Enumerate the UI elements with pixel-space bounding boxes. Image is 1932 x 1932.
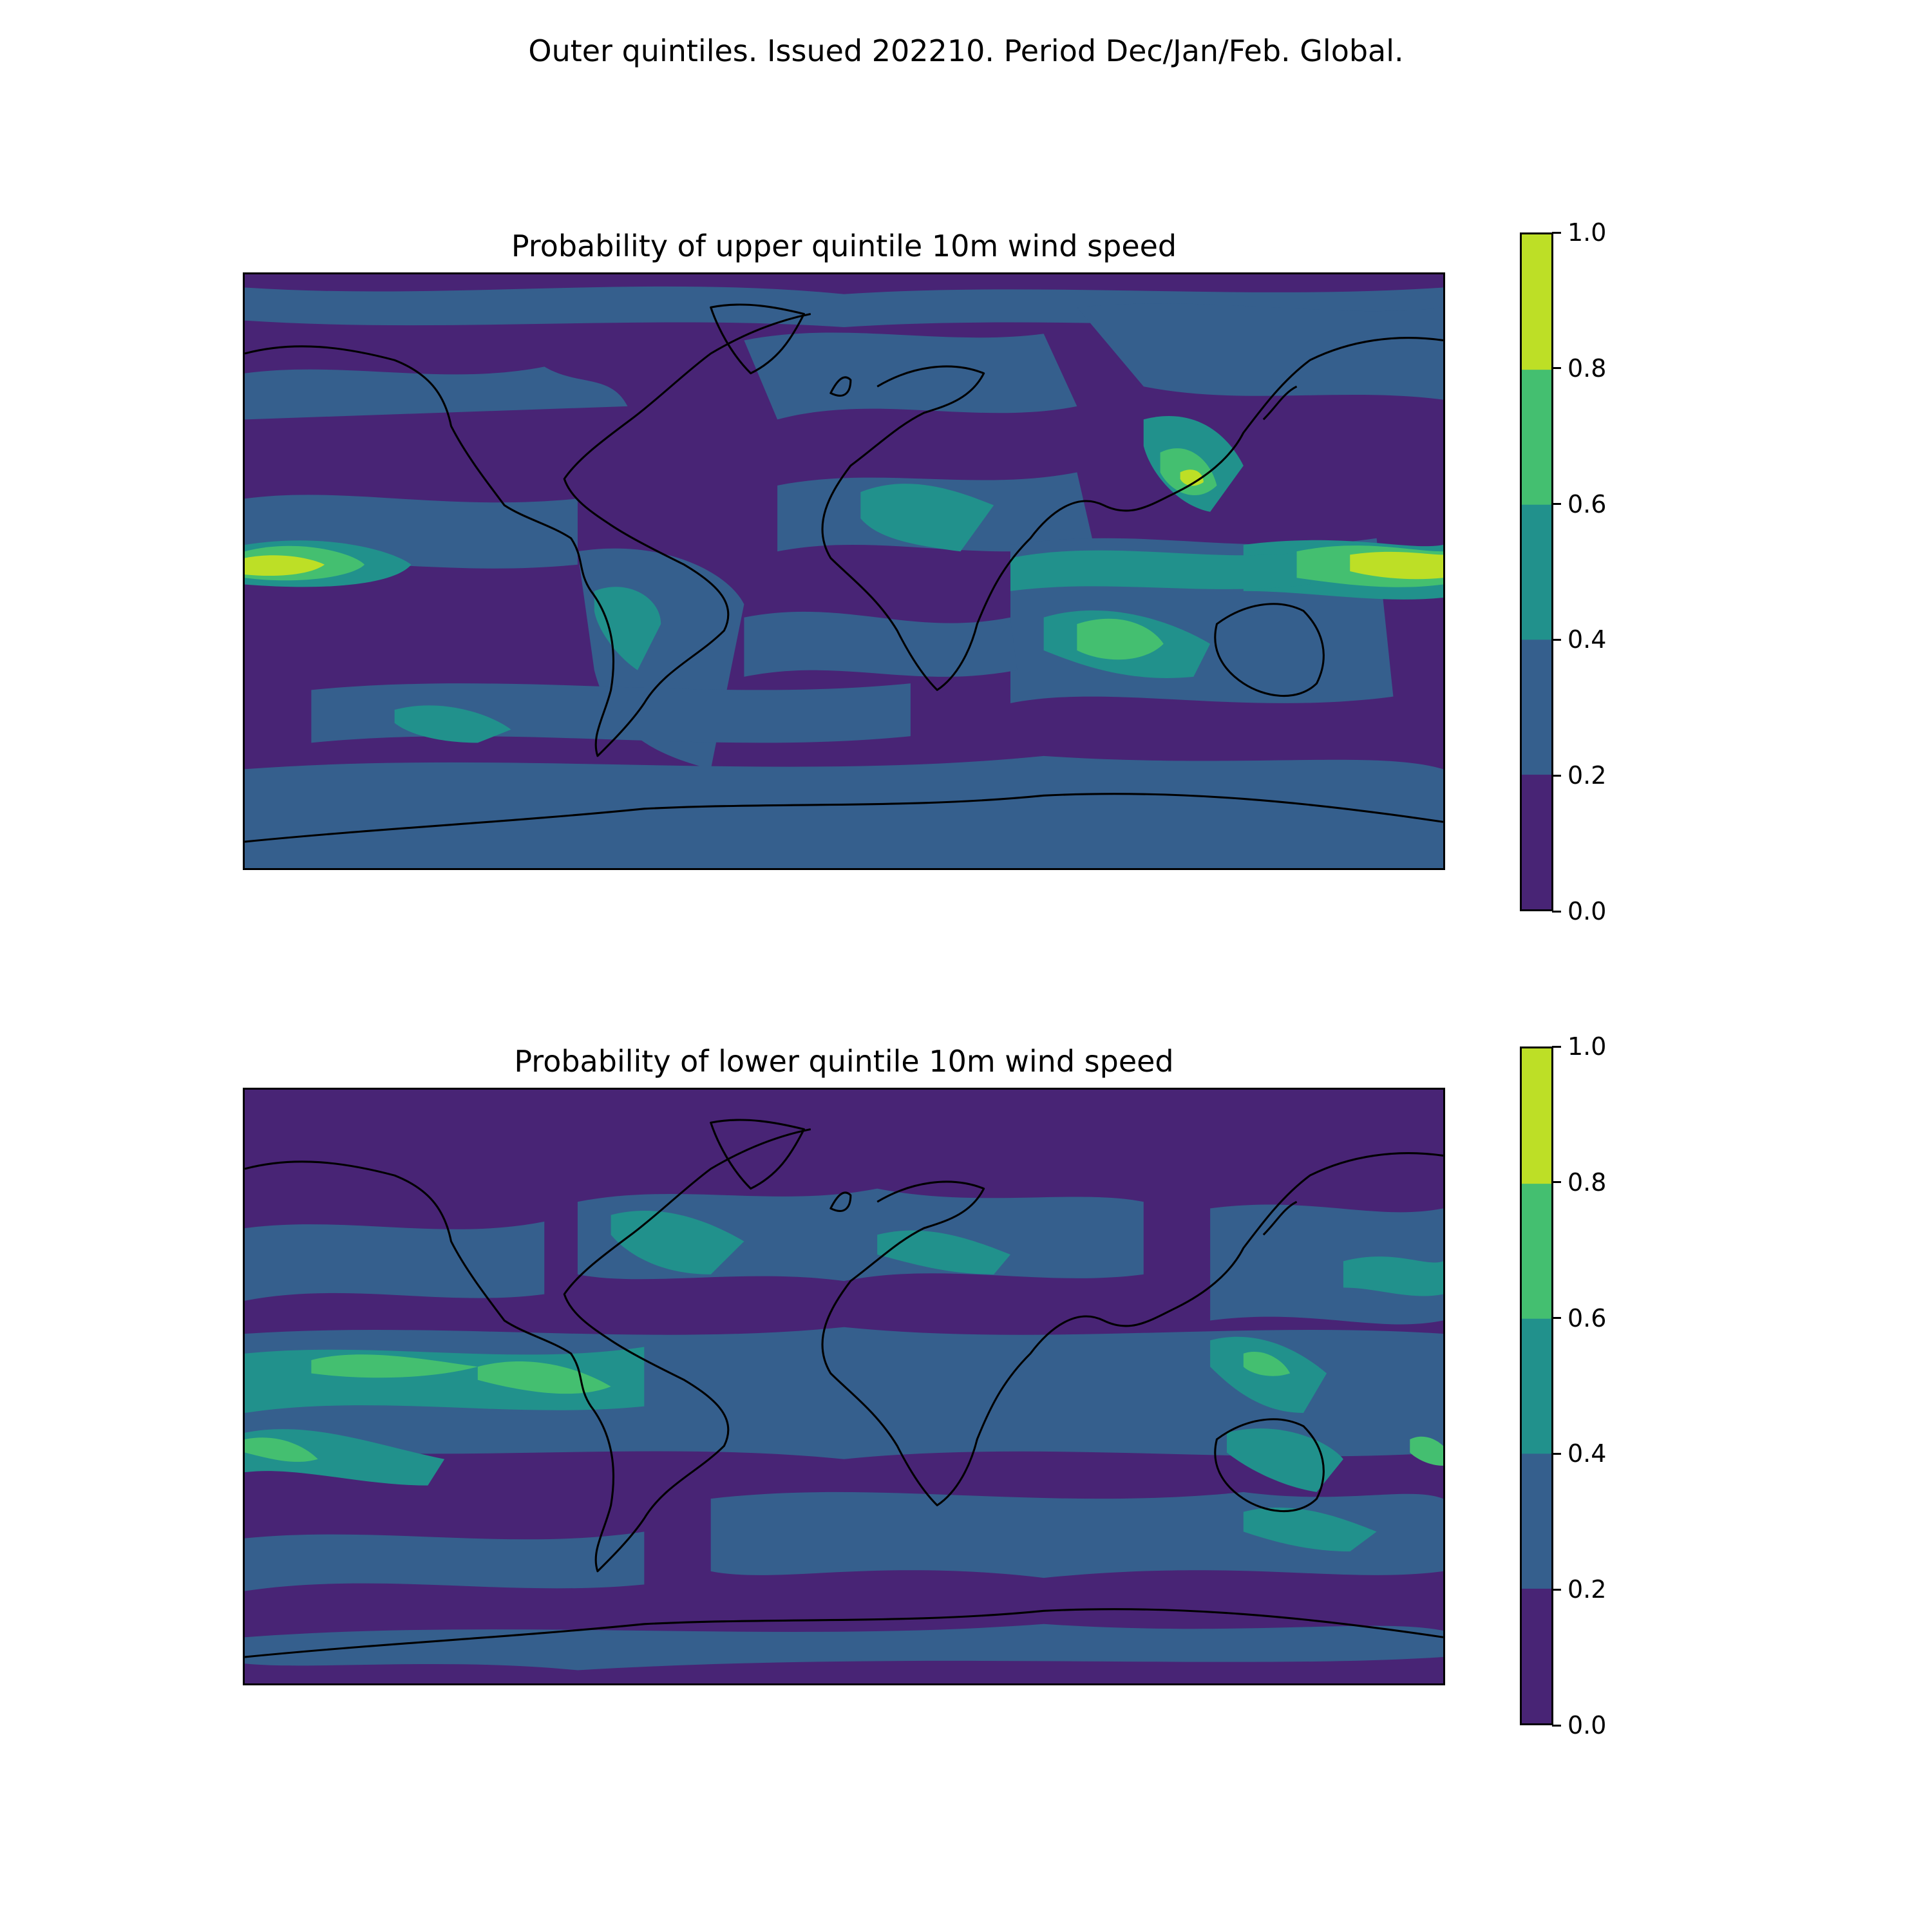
colorbar-tick-label: 0.8 [1567,1168,1607,1197]
lower-green-w-pac [1410,1436,1443,1466]
lower-coast-eurasia-africa [821,1152,1443,1506]
colorbar-tick-label: 0.4 [1567,1439,1607,1468]
upper-coast-japan [1262,385,1298,421]
upper-teal-indian-n [1010,550,1311,591]
colorbar-segment [1522,774,1551,909]
colorbar-tick-label: 0.6 [1567,489,1607,518]
upper-teal-s-pac [394,705,511,743]
upper-coast-uk [829,376,852,397]
lower-teal-s-ind [1243,1507,1377,1552]
lower-coast-greenland [710,1119,806,1190]
colorbar-segment [1522,1318,1551,1454]
upper-teal-s-am [594,587,661,670]
lower-teal-w-pac [1343,1256,1443,1296]
upper-yellow-w-pac [1350,551,1443,580]
upper-map-svg [245,274,1443,868]
colorbar-segment [1522,369,1551,505]
lower-band-w-pac [1210,1204,1443,1325]
colorbar-tick-mark [1552,1181,1561,1184]
colorbar-tick-label: 0.8 [1567,354,1607,383]
colorbar-tick-mark [1552,503,1561,506]
lower-green-trop-pac [311,1354,478,1378]
lower-teal-s-pac [245,1429,445,1486]
colorbar-tick-label: 0.2 [1567,761,1607,790]
upper-band-n-atlantic [744,332,1077,420]
colorbar-segment [1522,639,1551,775]
lower-map-title: Probability of lower quintile 10m wind s… [514,1044,1174,1079]
lower-band-n-pacific [245,1221,545,1301]
colorbar-tick-label: 0.6 [1567,1303,1607,1332]
lower-coast-japan [1262,1200,1298,1236]
colorbar-segment [1522,1048,1551,1184]
lower-colorbar-svg [1522,1048,1551,1723]
upper-band-antarctic [245,755,1443,868]
lower-green-maritime [1243,1352,1291,1376]
lower-coast-americas [245,1128,811,1573]
upper-colorbar-ticks: 0.0 0.2 0.4 0.6 0.8 1.0 [1552,218,1681,925]
colorbar-tick-mark [1552,1045,1561,1048]
upper-field [245,274,1443,868]
lower-colorbar [1520,1046,1553,1725]
lower-green-s-pac [245,1437,318,1462]
lower-colorbar-ticks: 0.0 0.2 0.4 0.6 0.8 1.0 [1552,1032,1681,1739]
colorbar-segment [1522,234,1551,370]
colorbar-tick-label: 1.0 [1567,1032,1607,1061]
upper-green-s-indian [1077,618,1164,660]
upper-colorbar [1520,232,1553,911]
colorbar-tick-mark [1552,1317,1561,1320]
colorbar-tick-mark [1552,1588,1561,1591]
upper-coastlines [245,303,1443,843]
colorbar-tick-label: 0.0 [1567,897,1607,925]
upper-yellow-trop-pac [245,555,325,576]
colorbar-tick-mark [1552,910,1561,913]
lower-quintile-map [243,1088,1445,1685]
lower-coastlines [245,1119,1443,1658]
colorbar-tick-label: 0.4 [1567,625,1607,654]
colorbar-tick-label: 1.0 [1567,218,1607,247]
lower-band-antarctic-edge [245,1624,1443,1671]
colorbar-segment [1522,1453,1551,1589]
colorbar-segment [1522,1183,1551,1319]
upper-coast-greenland [710,303,806,375]
upper-quintile-map [243,272,1445,870]
upper-yellow-china [1180,469,1204,486]
lower-coast-australia [1214,1418,1325,1512]
lower-band-s-pac [245,1531,645,1591]
lower-teal-med [877,1230,1010,1274]
upper-band-s-atl [744,611,1018,677]
upper-band-n-pacific [245,366,628,420]
colorbar-tick-mark [1552,774,1561,777]
lower-coast-antarctica [245,1608,1443,1658]
lower-coast-uk [829,1191,852,1212]
lower-teal-n-atl [611,1211,744,1274]
colorbar-tick-mark [1552,1452,1561,1455]
colorbar-tick-mark [1552,367,1561,370]
colorbar-segment [1522,504,1551,640]
colorbar-segment [1522,1588,1551,1723]
figure-suptitle: Outer quintiles. Issued 202210. Period D… [528,33,1404,68]
colorbar-tick-mark [1552,231,1561,234]
colorbar-tick-label: 0.2 [1567,1575,1607,1604]
upper-coast-australia [1214,603,1325,697]
upper-coast-americas [245,312,811,757]
upper-coast-eurasia-africa [821,337,1443,691]
colorbar-tick-mark [1552,1724,1561,1727]
lower-green-ep [477,1361,611,1394]
upper-map-title: Probability of upper quintile 10m wind s… [511,229,1177,263]
lower-map-svg [245,1090,1443,1683]
upper-coast-antarctica [245,793,1443,843]
upper-band-asia-n [1077,303,1443,400]
colorbar-tick-mark [1552,638,1561,641]
upper-teal-sahel [860,484,994,552]
upper-colorbar-svg [1522,234,1551,909]
colorbar-tick-label: 0.0 [1567,1711,1607,1739]
lower-teal-aus [1226,1428,1343,1492]
